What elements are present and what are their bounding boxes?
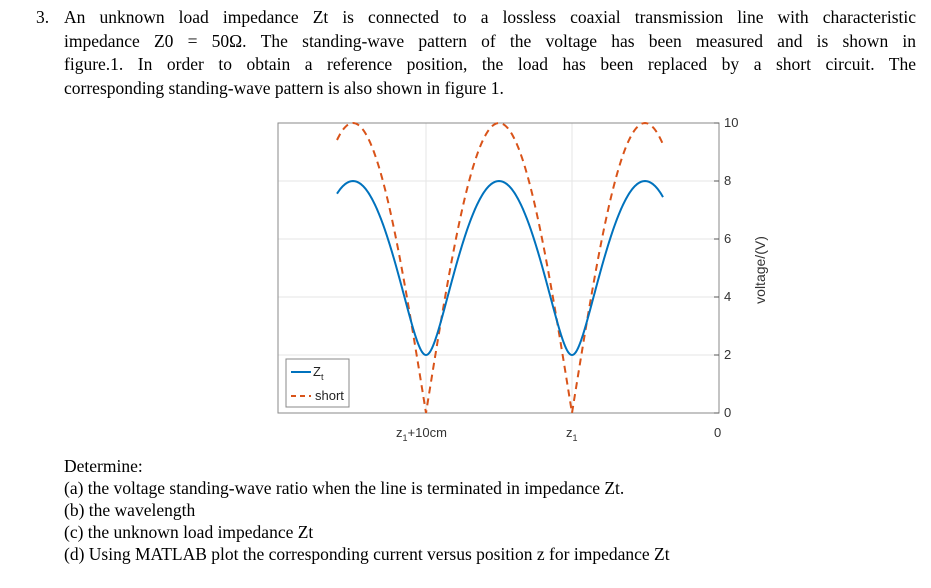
problem-line-2: impedance Z0 = 50Ω. The standing-wave pa… xyxy=(64,30,916,51)
problem-line-1: An unknown load impedance Zt is connecte… xyxy=(64,7,916,27)
y-axis xyxy=(714,122,719,414)
ytick-0: 0 xyxy=(724,405,731,420)
zt-load-curve xyxy=(336,179,664,357)
determine-title: Determine: xyxy=(64,456,143,476)
question-c: (c) the unknown load impedance Zt xyxy=(64,522,314,542)
ytick-8: 8 xyxy=(724,173,731,188)
xtick-0: 0 xyxy=(714,425,721,440)
question-b: (b) the wavelength xyxy=(64,500,196,520)
ytick-2: 2 xyxy=(724,347,731,362)
question-d: (d) Using MATLAB plot the corresponding … xyxy=(64,544,670,564)
legend-zt: Zt xyxy=(313,364,324,382)
short-circuit-curve xyxy=(336,121,664,414)
xtick-z1: z1 xyxy=(566,425,578,443)
problem-line-4: corresponding standing-wave pattern is a… xyxy=(64,77,504,98)
question-a: (a) the voltage standing-wave ratio when… xyxy=(64,478,625,498)
plot-box xyxy=(277,122,720,414)
ytick-10: 10 xyxy=(724,115,738,130)
ytick-4: 4 xyxy=(724,289,731,304)
determine-section: Determine: (a) the voltage standing-wave… xyxy=(64,455,670,565)
xtick-z1-plus-10cm: z1+10cm xyxy=(396,425,447,443)
problem-line-3: figure.1. In order to obtain a reference… xyxy=(64,54,916,74)
ytick-6: 6 xyxy=(724,231,731,246)
legend-short: short xyxy=(315,388,344,403)
y-axis-label: voltage/(V) xyxy=(752,236,768,304)
problem-number: 3. xyxy=(36,7,50,27)
legend: Zt short xyxy=(285,358,350,408)
